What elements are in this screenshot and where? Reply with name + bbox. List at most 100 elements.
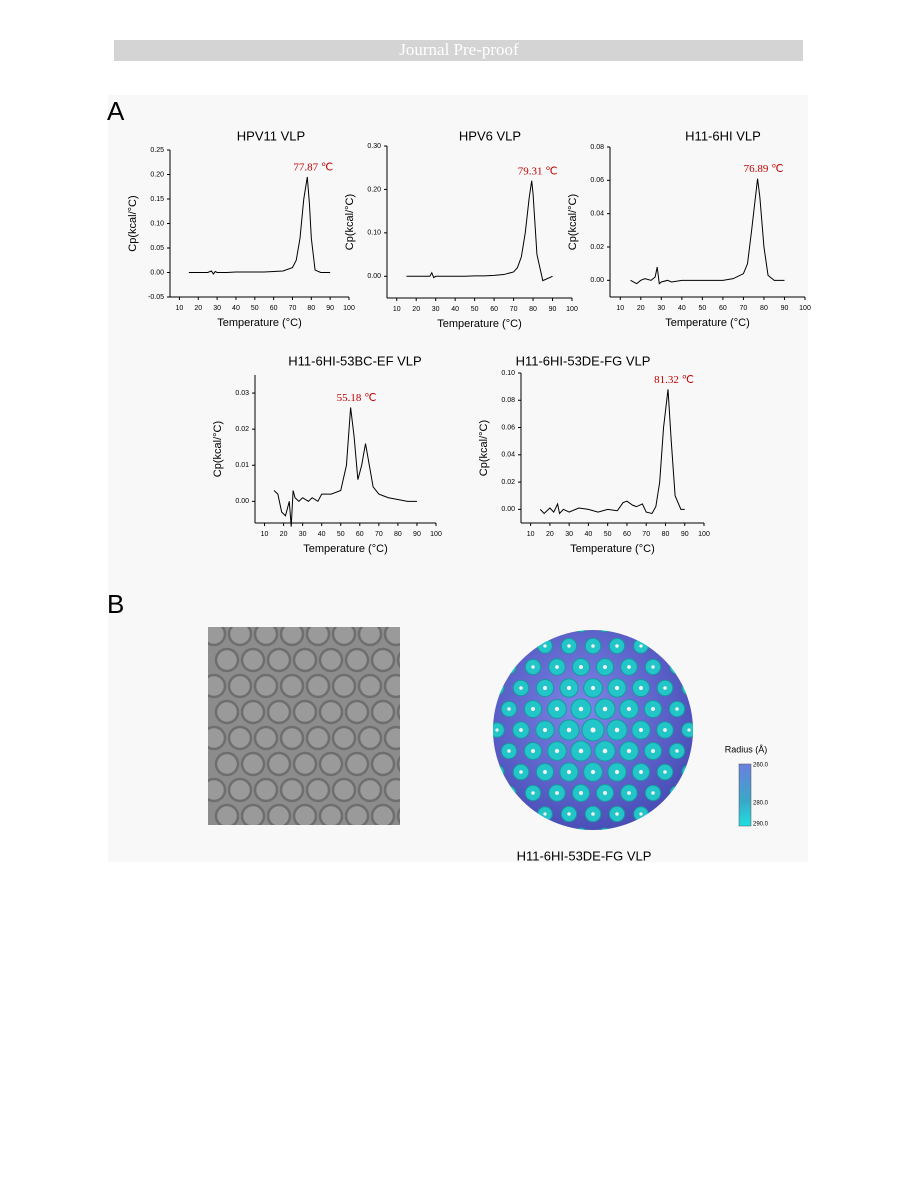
- capsomer-hole: [555, 791, 559, 795]
- y-tick-label: 0.04: [590, 211, 604, 218]
- x-tick-label: 30: [299, 531, 307, 538]
- colorbar-label: 280.0: [753, 801, 769, 807]
- chart-title: H11-6HI VLP: [685, 128, 761, 143]
- capsomer: [597, 630, 613, 633]
- y-tick-label: 0.02: [235, 426, 249, 433]
- capsomer-hole: [614, 727, 620, 733]
- capsomer: [573, 827, 589, 830]
- capsomer-hole: [615, 644, 619, 648]
- capsomer-hole: [554, 748, 560, 754]
- x-tick-label: 80: [760, 305, 768, 312]
- particle: [266, 803, 292, 825]
- capsomer-hole: [579, 665, 583, 669]
- y-axis-label: Cp(kcal/°C): [127, 195, 139, 251]
- particle: [344, 751, 370, 777]
- x-tick-label: 100: [566, 306, 578, 313]
- y-tick-label: 0.10: [367, 230, 381, 237]
- y-tick-label: 0.08: [501, 397, 515, 404]
- capsomer-hole: [519, 686, 523, 690]
- particle: [370, 803, 396, 825]
- particle: [253, 673, 279, 699]
- y-tick-label: 0.00: [367, 273, 381, 280]
- particle: [318, 699, 344, 725]
- x-tick-label: 20: [637, 305, 645, 312]
- capsomer-hole: [543, 644, 547, 648]
- capsomer-hole: [626, 748, 632, 754]
- y-axis-label: Cp(kcal/°C): [212, 421, 224, 477]
- particle: [266, 699, 292, 725]
- particle: [266, 751, 292, 777]
- capsomer-hole: [507, 749, 511, 753]
- capsomer-hole: [615, 812, 619, 816]
- header-title: Journal Pre-proof: [399, 40, 519, 59]
- x-tick-label: 100: [430, 531, 442, 538]
- capsomer-hole: [495, 728, 499, 732]
- particle: [227, 777, 253, 803]
- x-tick-label: 90: [413, 531, 421, 538]
- capsomer-hole: [531, 749, 535, 753]
- capsomer-hole: [519, 728, 523, 732]
- particle: [318, 751, 344, 777]
- y-tick-label: 0.06: [590, 177, 604, 184]
- y-tick-label: 0.02: [501, 479, 515, 486]
- y-tick-label: 0.03: [235, 390, 249, 397]
- particle: [279, 777, 305, 803]
- capsomer-hole: [591, 812, 595, 816]
- capsomer-hole: [651, 665, 655, 669]
- x-tick-label: 50: [604, 531, 612, 538]
- x-tick-label: 40: [585, 531, 593, 538]
- capsomer-hole: [555, 665, 559, 669]
- x-tick-label: 30: [565, 531, 573, 538]
- capsomer-hole: [627, 665, 631, 669]
- y-tick-label: -0.05: [148, 294, 164, 301]
- capsomer-hole: [566, 727, 572, 733]
- x-axis-label: Temperature (°C): [303, 543, 387, 555]
- x-axis-label: Temperature (°C): [217, 317, 301, 329]
- capsomer-hole: [591, 644, 595, 648]
- x-tick-label: 60: [623, 531, 631, 538]
- particle: [240, 699, 266, 725]
- x-tick-label: 10: [176, 305, 184, 312]
- particle: [253, 725, 279, 751]
- y-tick-label: 0.20: [150, 171, 164, 178]
- x-axis-label: Temperature (°C): [570, 543, 654, 555]
- capsomer-hole: [663, 728, 667, 732]
- capsomer-hole: [651, 707, 655, 711]
- particle: [279, 725, 305, 751]
- particle: [208, 725, 227, 751]
- particle: [208, 777, 227, 803]
- capsomer: [573, 630, 589, 633]
- colorbar-title: Radius (Å): [725, 744, 768, 754]
- y-tick-label: 0.01: [235, 462, 249, 469]
- x-tick-label: 70: [375, 531, 383, 538]
- y-tick-label: 0.05: [150, 245, 164, 252]
- x-tick-label: 30: [213, 305, 221, 312]
- x-tick-label: 40: [678, 305, 686, 312]
- capsomer-hole: [507, 707, 511, 711]
- x-tick-label: 60: [270, 305, 278, 312]
- x-tick-label: 10: [393, 306, 401, 313]
- x-tick-label: 50: [698, 305, 706, 312]
- x-tick-label: 20: [194, 305, 202, 312]
- chart-title: HPV11 VLP: [237, 128, 305, 143]
- capsomer-hole: [578, 748, 584, 754]
- particle: [383, 673, 400, 699]
- capsomer-hole: [614, 769, 620, 775]
- y-tick-label: 0.00: [150, 269, 164, 276]
- particle: [214, 699, 240, 725]
- chart-title: H11-6HI-53DE-FG VLP: [516, 353, 651, 368]
- peak-annotation: 79.31 ℃: [518, 165, 558, 177]
- y-tick-label: 0.15: [150, 196, 164, 203]
- y-tick-label: 0.02: [590, 244, 604, 251]
- particle: [292, 751, 318, 777]
- line: [539, 389, 685, 515]
- particle: [396, 703, 400, 721]
- particle: [292, 699, 318, 725]
- x-tick-label: 30: [657, 305, 665, 312]
- capsomer-hole: [675, 707, 679, 711]
- particle: [253, 777, 279, 803]
- particle: [240, 803, 266, 825]
- particle: [253, 627, 279, 647]
